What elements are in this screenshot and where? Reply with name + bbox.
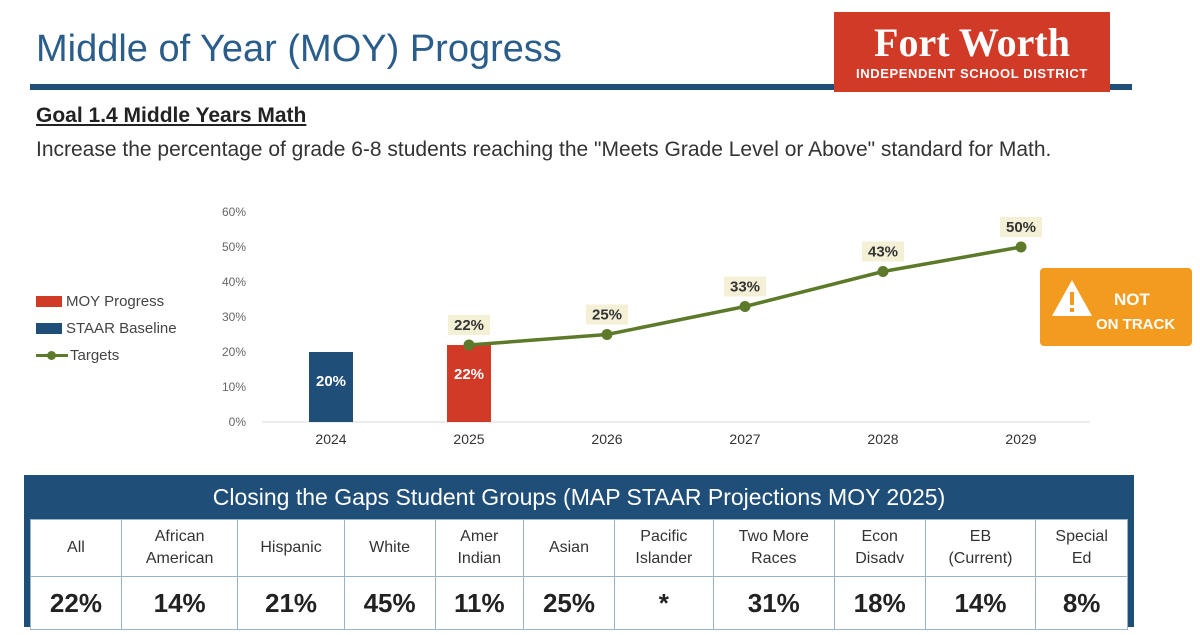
district-logo: Fort Worth INDEPENDENT SCHOOL DISTRICT [834, 12, 1110, 92]
target-data-label: 33% [730, 279, 760, 296]
data-label-bg [1000, 217, 1042, 237]
target-data-label: 22% [454, 317, 484, 334]
data-label-bg [586, 304, 628, 325]
goal-description: Increase the percentage of grade 6-8 stu… [36, 138, 1052, 161]
title-divider [30, 84, 1132, 90]
gaps-title: Closing the Gaps Student Groups (MAP STA… [212, 484, 946, 510]
group-header: Asian [523, 519, 615, 577]
target-point [601, 329, 613, 340]
target-point [463, 339, 475, 351]
group-header: All [30, 519, 122, 577]
group-header: Special Ed [1035, 519, 1128, 577]
y-tick-label: 30% [222, 310, 246, 324]
group-header: Two More Races [712, 519, 835, 577]
target-point [877, 266, 889, 277]
group-label-line1: Amer [460, 528, 499, 545]
logo-line2: INDEPENDENT SCHOOL DISTRICT [856, 66, 1088, 81]
legend-item-baseline: STAAR Baseline [36, 315, 177, 342]
status-line1: NOT [1114, 290, 1150, 309]
group-header: White [343, 519, 436, 577]
group-header: Amer Indian [434, 519, 525, 577]
group-value: 25% [523, 576, 615, 630]
x-tick-label: 2029 [1005, 431, 1036, 447]
chart-legend: MOY Progress STAAR Baseline Targets [36, 288, 177, 369]
group-value: * [613, 576, 714, 630]
bar-data-label: 22% [454, 366, 484, 383]
target-data-label: 50% [1006, 219, 1036, 236]
data-label-bg [862, 241, 904, 262]
group-value: 11% [434, 576, 525, 630]
x-tick-label: 2026 [591, 431, 622, 447]
group-label-line1: EB [969, 528, 992, 545]
group-label-line2: (Current) [948, 550, 1013, 567]
legend-label-targets: Targets [70, 347, 120, 364]
warning-icon [1052, 280, 1092, 316]
y-tick-label: 40% [222, 275, 246, 289]
x-tick-label: 2027 [729, 431, 760, 447]
bar-data-label: 20% [316, 373, 346, 390]
gaps-value-row: 22% 14% 21% 45% 11% 25% * 31% 18% 14% 8% [30, 576, 1128, 630]
legend-swatch-moy [36, 296, 62, 307]
group-header: Pacific Islander [613, 519, 714, 577]
group-label-line2: Races [751, 550, 797, 567]
x-tick-label: 2025 [453, 431, 484, 447]
page-title: Middle of Year (MOY) Progress [36, 28, 562, 70]
group-label-line1: Hispanic [260, 539, 322, 556]
target-data-label: 25% [592, 307, 622, 324]
legend-swatch-targets [36, 350, 68, 361]
group-label-line2: Disadv [855, 550, 905, 567]
group-value: 31% [712, 576, 835, 630]
group-header: Econ Disadv [833, 519, 926, 577]
group-label-line1: African [154, 528, 205, 545]
legend-item-targets: Targets [36, 342, 177, 369]
group-label-line2: American [145, 550, 214, 567]
group-header: African American [120, 519, 239, 577]
group-label-line1: Asian [548, 539, 589, 556]
group-label-line1: Econ [861, 528, 898, 545]
y-tick-label: 60% [222, 205, 246, 219]
status-line2: ON TRACK [1096, 316, 1176, 333]
gaps-panel: Closing the Gaps Student Groups (MAP STA… [24, 475, 1134, 630]
group-header: EB (Current) [924, 519, 1037, 577]
bar-moy-progress [447, 345, 491, 422]
group-value: 14% [120, 576, 239, 630]
target-point [1015, 241, 1027, 253]
gaps-table: All African American Hispanic White Amer India… [30, 519, 1128, 630]
y-tick-label: 0% [229, 415, 247, 429]
group-label-line1: Two More [738, 528, 809, 545]
group-label-line1: Special [1055, 528, 1108, 545]
group-value: 45% [343, 576, 436, 630]
x-tick-label: 2028 [867, 431, 898, 447]
group-value: 18% [833, 576, 926, 630]
bar-staar-baseline [309, 352, 353, 422]
group-label-line1: White [369, 539, 411, 556]
goal-heading: Goal 1.4 Middle Years Math [36, 104, 307, 127]
gaps-header-row: All African American Hispanic White Amer India… [30, 519, 1128, 577]
target-data-label: 43% [868, 244, 898, 261]
group-label-line2: Ed [1071, 550, 1092, 567]
group-value: 8% [1035, 576, 1128, 630]
data-label-bg [724, 276, 766, 297]
data-label-bg [448, 315, 490, 335]
group-label-line1: Pacific [640, 528, 688, 545]
status-badge: NOT ON TRACK [1040, 268, 1192, 346]
logo-line1: Fort Worth [874, 20, 1070, 65]
group-label-line2: Islander [635, 550, 693, 567]
progress-chart: 0% 10% 20% 30% 40% 50% 60% 2024 2025 2026 2027 2028… [222, 205, 1090, 447]
group-label-line1: All [67, 539, 85, 556]
legend-label-moy: MOY Progress [66, 293, 165, 310]
y-tick-label: 10% [222, 380, 246, 394]
y-tick-label: 20% [222, 345, 246, 359]
group-value: 14% [924, 576, 1037, 630]
group-value: 22% [30, 576, 122, 630]
group-value: 21% [237, 576, 345, 630]
legend-swatch-baseline [36, 323, 62, 334]
target-point [739, 301, 751, 312]
group-header: Hispanic [237, 519, 345, 577]
y-tick-label: 50% [222, 240, 246, 254]
legend-label-baseline: STAAR Baseline [66, 320, 177, 337]
x-tick-label: 2024 [315, 431, 346, 447]
group-label-line2: Indian [457, 550, 502, 567]
legend-item-moy: MOY Progress [36, 288, 177, 315]
